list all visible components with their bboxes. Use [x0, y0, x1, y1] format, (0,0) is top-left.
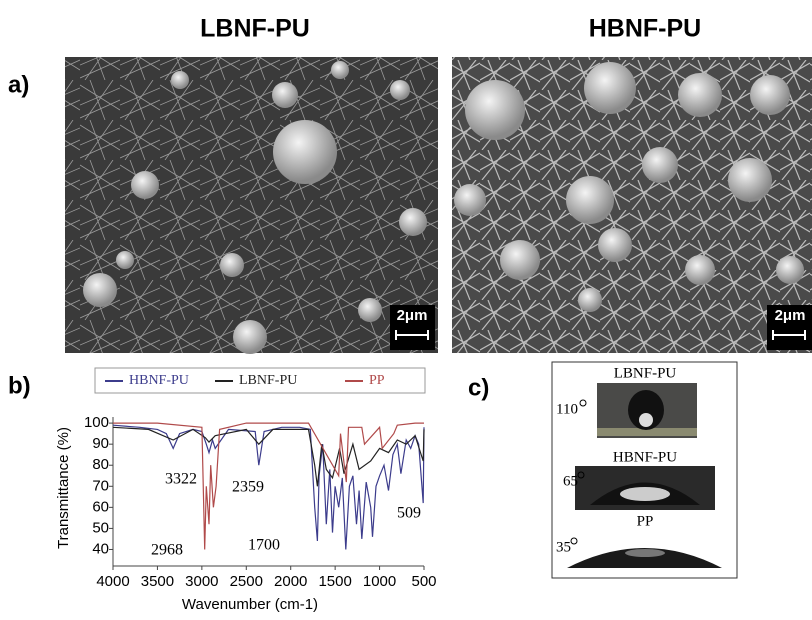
contact-angle-panel [552, 362, 737, 578]
annotation: 509 [397, 505, 421, 522]
y-tick-label: 70 [92, 477, 109, 494]
y-tick-label: 90 [92, 435, 109, 452]
x-tick-label: 2000 [274, 573, 307, 590]
spectrum-line [113, 423, 424, 549]
annotation: 3322 [165, 471, 197, 488]
page: LBNF-PU HBNF-PU a) 2μm 2μm b) 40 50 60 70 80… [0, 0, 812, 615]
sample-name: HBNF-PU [613, 449, 677, 465]
y-tick-label: 80 [92, 456, 109, 473]
scale-bar-label: 2μm [775, 307, 806, 324]
legend-label: PP [369, 373, 385, 388]
x-axis-label: Wavenumber (cm-1) [182, 596, 318, 613]
x-tick-label: 500 [411, 573, 436, 590]
sem-image: 2μm [452, 57, 812, 353]
contact-angle: 65 [563, 473, 578, 489]
y-tick-label: 60 [92, 498, 109, 515]
y-tick-label: 100 [84, 414, 109, 431]
x-tick-label: 3500 [141, 573, 174, 590]
panel-label: c) [468, 374, 489, 401]
legend-label: HBNF-PU [129, 373, 189, 388]
panel-label: b) [8, 372, 31, 399]
x-tick-label: 1000 [363, 573, 396, 590]
figure: LBNF-PU HBNF-PU a) 2μm 2μm b) 40 50 60 70 80… [0, 0, 812, 615]
annotation: 2968 [151, 542, 183, 559]
image-title: LBNF-PU [200, 15, 310, 43]
contact-angle: 35 [556, 539, 571, 555]
x-tick-label: 3000 [185, 573, 218, 590]
image-title: HBNF-PU [589, 15, 702, 43]
sample-name: PP [637, 513, 654, 529]
spectrum-line [113, 425, 424, 549]
sem-image: 2μm [65, 57, 438, 354]
x-tick-label: 2500 [230, 573, 263, 590]
sample-name: LBNF-PU [614, 365, 677, 381]
annotation: 2359 [232, 479, 264, 496]
x-tick-label: 4000 [96, 573, 129, 590]
panel-label: a) [8, 71, 29, 98]
y-tick-label: 40 [92, 540, 109, 557]
legend-label: LBNF-PU [239, 373, 297, 388]
x-tick-label: 1500 [318, 573, 351, 590]
y-tick-label: 50 [92, 519, 109, 536]
scale-bar-label: 2μm [397, 307, 428, 324]
contact-angle: 110 [556, 401, 578, 417]
spectrum-line [113, 427, 424, 486]
y-axis-label: Transmittance (%) [55, 427, 72, 549]
annotation: 1700 [248, 537, 280, 554]
